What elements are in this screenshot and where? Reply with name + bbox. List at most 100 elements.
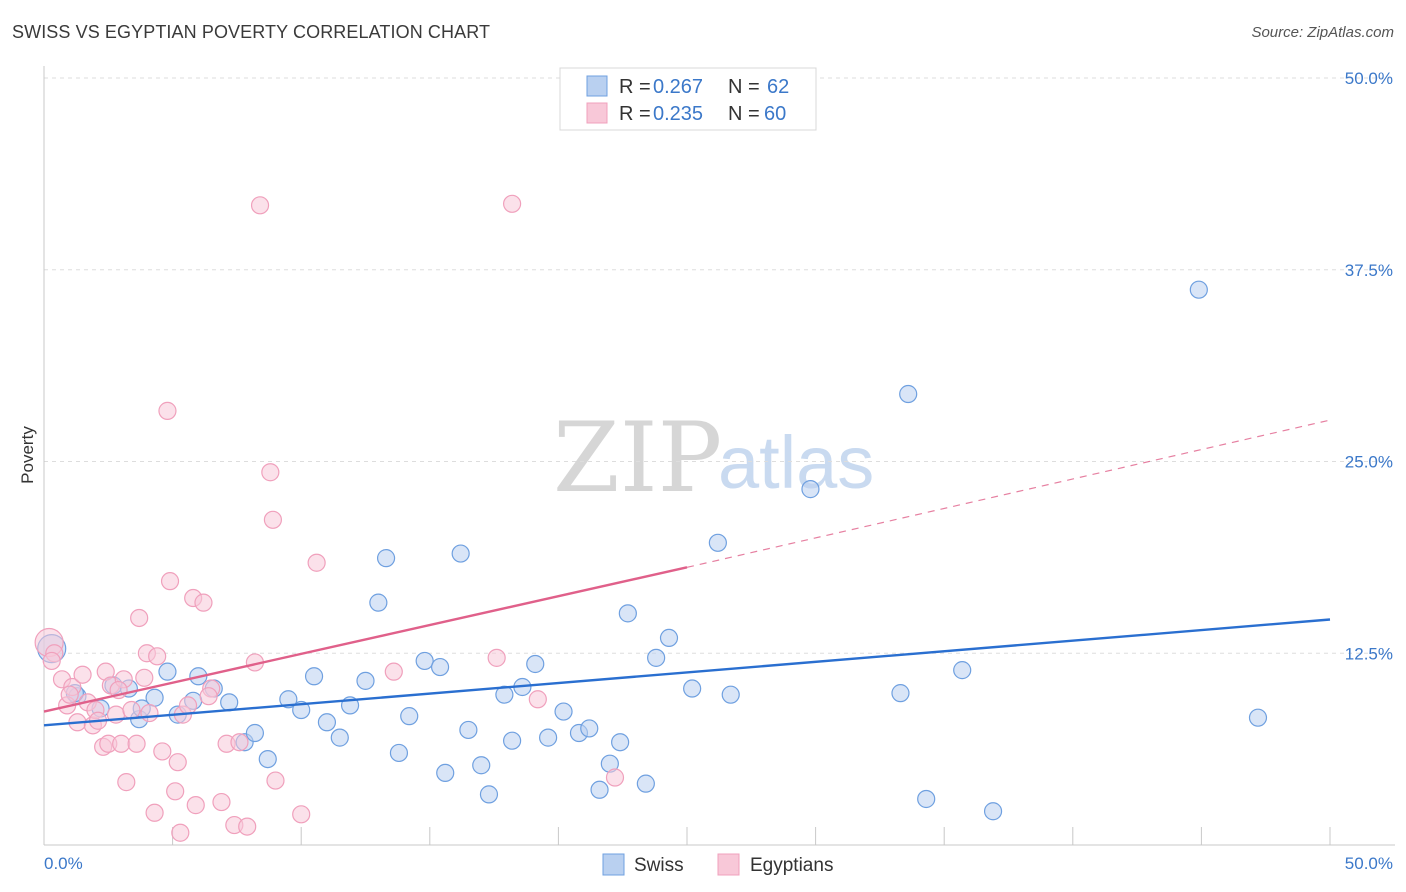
bottom-legend-label-swiss: Swiss [634,855,684,876]
point-swiss-56 [917,789,936,809]
point-swiss-45 [611,733,630,752]
grid [44,77,1395,654]
point-swiss-54 [891,684,910,703]
point-egyptians-16 [112,734,131,753]
point-swiss-50 [683,679,702,698]
point-egyptians-32 [171,823,190,842]
point-egyptians-28 [158,401,177,420]
point-egyptians-24 [140,703,159,723]
point-egyptians-31 [168,753,187,772]
trend-line-egyptians-projection [686,419,1331,568]
bottom-legend: Swiss Egyptians [602,853,833,876]
point-egyptians-54 [528,690,547,709]
point-egyptians-19 [122,700,141,720]
point-swiss-25 [376,549,396,568]
point-egyptians-48 [266,771,285,790]
point-swiss-49 [659,628,679,648]
watermark: ZIP atlas [553,402,874,514]
legend-n-label-egyptians: N = [728,103,760,125]
point-swiss-55 [899,384,918,404]
axes [43,66,1395,846]
point-egyptians-43 [238,817,257,836]
point-swiss-33 [472,756,491,775]
legend-r-label-swiss: R = [619,76,651,98]
point-swiss-36 [503,731,522,750]
watermark-zip: ZIP [553,402,722,514]
point-swiss-51 [708,533,727,552]
legend-n-value-egyptians: 60 [764,103,786,125]
legend-swatch-swiss [586,75,608,97]
point-swiss-46 [618,604,637,623]
point-egyptians-55 [605,768,625,787]
point-egyptians-37 [194,593,213,612]
bottom-legend-swatch-egyptians [717,853,740,876]
point-swiss-19 [304,667,324,686]
y-tick-label-0: 12.5% [1345,644,1393,663]
point-swiss-58 [983,802,1003,821]
legend-r-value-egyptians: 0.235 [653,103,703,125]
point-swiss-23 [356,671,375,690]
point-swiss-31 [451,544,470,563]
point-egyptians-42 [230,733,249,752]
y-tick-label-2: 37.5% [1345,261,1393,280]
point-swiss-16 [258,749,277,769]
point-egyptians-27 [153,742,172,761]
point-egyptians-57 [60,685,79,704]
point-egyptians-47 [263,510,283,529]
point-swiss-53 [801,480,820,499]
point-egyptians-51 [384,662,403,681]
x-tick-label-0: 0.0% [44,854,83,873]
point-egyptians-26 [148,647,167,666]
point-swiss-60 [1248,708,1268,727]
bottom-legend-swatch-swiss [602,853,625,876]
trend-line-swiss [43,618,1331,727]
point-egyptians-34 [178,696,198,715]
point-swiss-40 [554,702,573,721]
point-swiss-17 [279,690,298,709]
point-egyptians-53 [503,194,522,213]
point-egyptians-50 [307,553,326,572]
legend-n-value-swiss: 62 [767,76,789,98]
point-swiss-39 [539,728,558,747]
trend-lines [43,419,1331,727]
point-egyptians-39 [212,792,231,812]
point-swiss-13 [220,693,239,712]
point-egyptians-45 [250,196,270,215]
point-egyptians-30 [166,782,185,801]
point-swiss-24 [369,593,388,612]
y-tick-label-1: 25.0% [1345,453,1393,472]
point-swiss-43 [590,780,609,799]
chart-source: Source: ZipAtlas.com [1251,24,1394,41]
point-swiss-47 [636,774,655,793]
point-swiss-38 [526,654,545,674]
point-egyptians-49 [292,805,311,824]
watermark-atlas: atlas [718,421,874,504]
point-egyptians-25 [145,803,164,822]
point-swiss-29 [430,657,450,677]
legend-n-label-swiss: N = [728,76,760,98]
x-tick-label-1: 50.0% [1345,854,1393,873]
y-tick-labels: 12.5% 25.0% 37.5% 50.0% [1345,69,1393,663]
point-swiss-7 [145,688,164,707]
point-egyptians-6 [73,665,92,684]
chart-title: SWISS VS EGYPTIAN POVERTY CORRELATION CH… [12,22,491,42]
point-swiss-8 [158,662,177,681]
point-swiss-34 [479,785,499,804]
x-tick-labels: 0.0% 50.0% [44,854,1393,873]
point-swiss-42 [580,719,599,738]
y-axis-label: Poverty [18,426,37,484]
legend-box: R = 0.267 N = 62 R = 0.235 N = 60 [559,67,817,131]
point-swiss-57 [953,661,972,680]
point-egyptians-59 [199,687,218,706]
point-swiss-18 [292,700,311,720]
legend-r-value-swiss: 0.267 [653,76,703,98]
point-swiss-27 [400,707,419,726]
point-swiss-21 [330,728,349,747]
point-swiss-30 [436,763,455,783]
point-swiss-20 [317,713,337,732]
trend-line-egyptians [43,566,688,713]
point-swiss-52 [721,685,740,704]
y-tick-label-3: 50.0% [1345,69,1393,88]
point-swiss-48 [647,648,666,667]
